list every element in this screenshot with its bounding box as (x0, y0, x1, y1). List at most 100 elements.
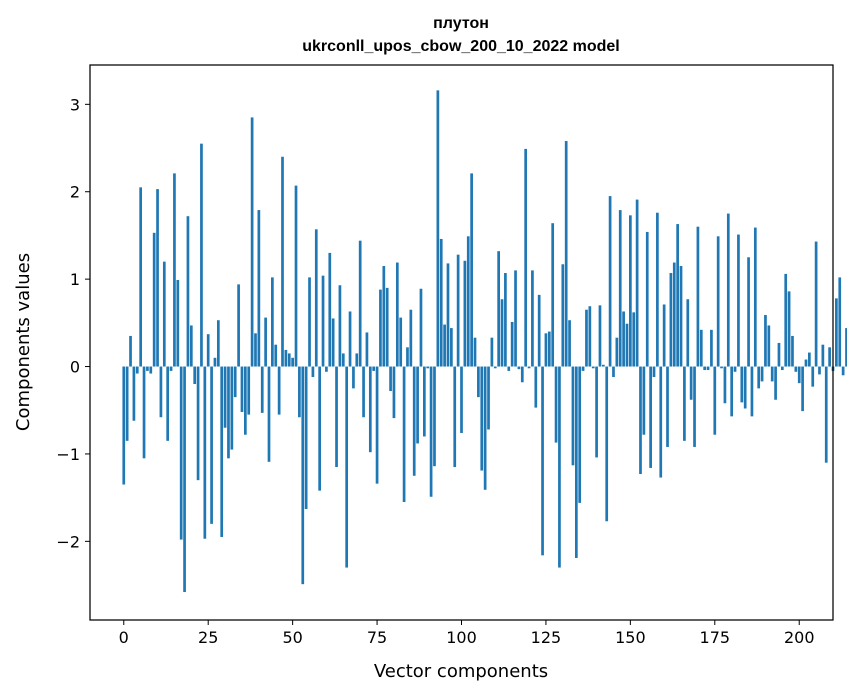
bar (652, 366, 656, 378)
bar (250, 117, 254, 367)
bar (358, 240, 362, 367)
bar (338, 285, 342, 367)
bar (345, 366, 349, 568)
bar (203, 366, 207, 539)
plot-frame (89, 64, 834, 621)
bar (571, 366, 575, 466)
bar (406, 347, 409, 367)
bar (362, 366, 365, 418)
bar (780, 366, 784, 371)
bar (139, 187, 143, 367)
bar (544, 333, 548, 367)
bar (740, 366, 744, 403)
bar (483, 366, 487, 490)
bar (524, 148, 528, 367)
bar (608, 196, 612, 367)
bar (379, 289, 382, 367)
bar (588, 306, 592, 367)
bar (233, 366, 237, 398)
bar (149, 366, 153, 374)
bar (649, 366, 652, 468)
bar (446, 263, 450, 367)
x-axis-label: Vector components (374, 661, 548, 682)
bar (683, 366, 686, 441)
bar (436, 90, 440, 367)
bar (146, 366, 149, 371)
y-axis-label: Components values (13, 253, 34, 431)
x-tick-label: 100 (446, 628, 477, 647)
bar (510, 321, 514, 367)
bar (787, 291, 791, 367)
bar (686, 299, 690, 367)
bar (399, 317, 403, 367)
bar (726, 213, 730, 367)
bar (328, 252, 332, 367)
bar (183, 366, 186, 593)
bar (629, 215, 632, 367)
bar (615, 337, 619, 367)
bars-layer (122, 90, 847, 593)
y-tick-label: 2 (70, 183, 80, 202)
bar (453, 366, 457, 468)
bar (372, 366, 376, 371)
bar (186, 216, 190, 367)
bar (166, 366, 170, 441)
bar (504, 273, 507, 367)
bar (659, 366, 663, 478)
bar (632, 312, 636, 367)
bar (135, 366, 139, 374)
bar (564, 141, 568, 367)
bar (223, 366, 227, 428)
bar (389, 366, 392, 392)
bar (534, 366, 538, 408)
bar (713, 366, 717, 435)
bar (375, 366, 379, 484)
bar (473, 337, 477, 367)
bar (794, 366, 798, 372)
bar (210, 366, 213, 524)
bar (818, 366, 821, 375)
bar (605, 366, 609, 522)
bar (645, 231, 649, 367)
y-tick-label: 1 (70, 270, 80, 289)
bar (531, 270, 534, 367)
bar (689, 366, 693, 400)
bar (514, 270, 517, 367)
bar (547, 331, 551, 367)
bar (173, 173, 176, 367)
bar (284, 349, 288, 367)
bar (385, 287, 389, 367)
bar (808, 352, 811, 367)
bar (835, 298, 838, 367)
bar (500, 299, 504, 367)
bar (267, 366, 271, 462)
bar (487, 366, 490, 430)
bar (679, 266, 683, 367)
bar (706, 366, 710, 371)
bar (730, 366, 734, 417)
bar (304, 366, 308, 509)
bar (450, 328, 453, 367)
bar (801, 366, 804, 412)
x-tick-label: 0 (119, 628, 129, 647)
bar (298, 366, 301, 418)
bar (639, 366, 642, 475)
bar (196, 366, 200, 481)
bar (159, 366, 163, 418)
x-tick-label: 50 (282, 628, 302, 647)
bar (757, 366, 761, 389)
bar (277, 366, 281, 415)
bar (125, 366, 129, 441)
bar (206, 334, 210, 367)
bar (423, 366, 426, 437)
bar (561, 264, 565, 367)
y-tick-label: 3 (70, 95, 80, 114)
bar (240, 366, 244, 412)
bar (402, 366, 406, 503)
bar (662, 304, 666, 367)
bar (737, 234, 740, 367)
bar (331, 318, 335, 367)
